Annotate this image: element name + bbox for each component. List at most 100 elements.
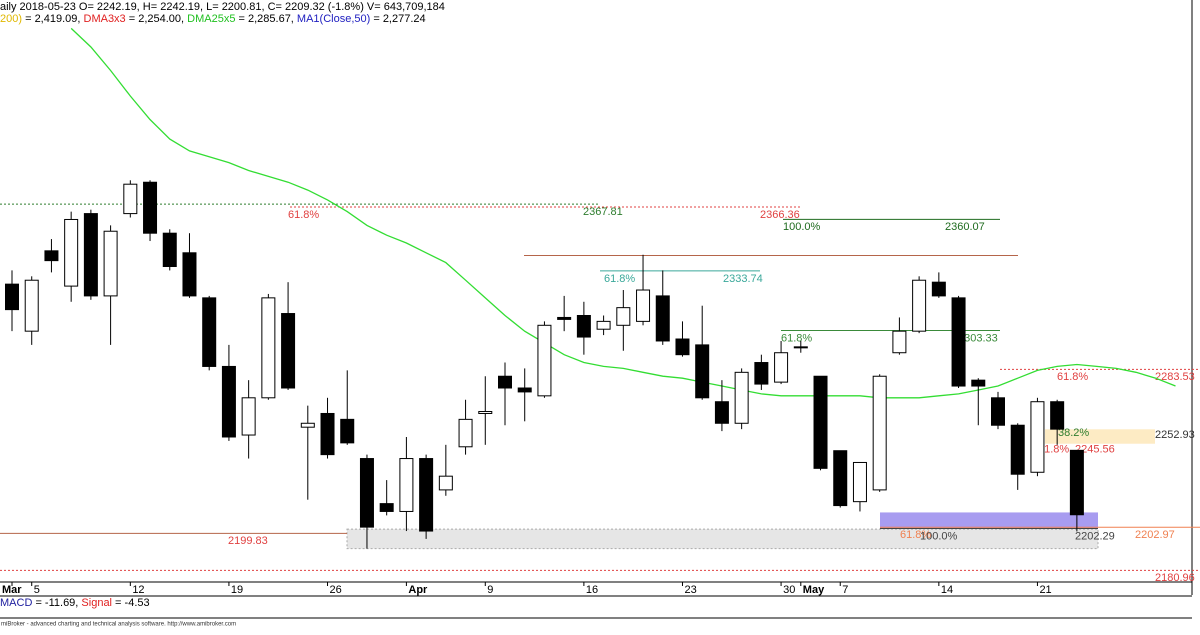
candle-body [281,313,296,389]
macd-name: Signal [81,597,112,609]
level-price: 2367.81 [583,206,623,218]
zone-price: 2245.56 [1075,444,1115,456]
level-price: 2366.36 [760,209,800,221]
level-price: 2180.96 [1155,572,1195,584]
level-price: 2333.74 [723,273,763,285]
candle-body [202,297,217,367]
zone [880,512,1098,529]
legend-value: = 2,254.00, [126,13,187,25]
candle-body [991,397,1005,426]
legend-name: DMA25x5 [187,13,235,25]
candle-body [359,458,374,528]
candle-body [83,213,98,297]
candle-body [951,297,966,387]
level-percent: 61.8% [288,209,319,221]
candle-body [557,316,572,320]
candle-body [498,375,512,389]
x-tick-label: Mar [2,584,22,596]
candle-body [1010,424,1025,475]
level-percent: 100.0% [783,221,821,233]
x-tick-label: 12 [132,584,144,596]
candle-body [892,330,907,354]
level-price: 2283.53 [1155,371,1195,383]
x-tick-label: 26 [330,584,342,596]
macd-legend: MACD = -11.69, Signal = -4.53 [0,597,150,609]
candle-body [1030,401,1045,473]
level-percent: 61.8% [604,273,635,285]
candle-body [636,289,651,322]
x-tick-label: 7 [842,584,848,596]
level-percent: 61.8% [900,529,931,541]
candle-body [517,387,532,393]
level-price: 2202.29 [1075,530,1115,542]
x-tick-label: 16 [586,584,598,596]
candle-body [320,412,335,456]
candle-body [833,450,848,507]
candle-body [24,279,39,332]
candle-body [931,281,946,297]
candle-body [971,379,986,387]
level-percent: 61.8% [1057,371,1088,383]
candle-body [438,475,453,491]
candle-body [537,324,552,397]
level-price: 2202.97 [1135,529,1175,541]
x-tick-label: Apr [408,584,428,596]
candle-body [182,252,197,297]
x-tick-label: May [803,584,825,596]
footer: miBroker - advanced charting and technic… [1,622,236,628]
candle-body [103,230,118,297]
candle-body [675,338,690,356]
level-price: 2199.83 [228,535,268,547]
legend-name: DMA3x3 [84,13,126,25]
candle-body [162,232,177,268]
level-price: 2360.07 [945,221,985,233]
candle-body [852,461,867,503]
candle-body [1069,449,1084,516]
candle-body [872,375,887,491]
candle-body [44,250,59,262]
candle-body [596,320,611,330]
macd-value: = -4.53 [112,597,150,609]
candle-body [912,279,927,332]
legend: 200) = 2,419.09, DMA3x3 = 2,254.00, DMA2… [0,13,426,25]
candle-body [714,401,729,424]
legend-value: = 2,285.67, [235,13,296,25]
x-tick-label: 30 [783,584,795,596]
macd-name: MACD [0,597,32,609]
candle-body [143,181,158,234]
level-price: 2303.33 [958,332,998,344]
legend-value: = 2,277.24 [370,13,425,25]
macd-value: = -11.69, [32,597,81,609]
candle-body [221,365,236,438]
candle-body [695,344,710,399]
candle-body [261,297,276,399]
zone-percent: 61.8% [1038,444,1069,456]
x-tick-label: 23 [684,584,696,596]
candle-body [458,418,473,448]
candle-body [774,352,789,383]
ma-line [70,27,1176,399]
legend-name: 200) [0,13,22,25]
x-tick-label: 9 [487,584,493,596]
x-tick-label: 21 [1039,584,1051,596]
candle-body [813,375,828,469]
zone [346,528,1099,550]
header: aily 2018-05-23 O= 2242.19, H= 2242.19, … [0,1,445,13]
level-percent: 61.8% [781,332,812,344]
candle-body [655,295,670,342]
candle-body [300,422,315,428]
x-tick-label: 14 [941,584,953,596]
legend-value: = 2,419.09, [22,13,83,25]
candle-body [399,458,414,512]
candle-body [241,397,256,436]
candle-body [123,183,138,215]
candle-body [1050,401,1065,430]
candle-body [478,411,493,414]
candle-body [340,418,355,444]
level-percent: 100.0% [920,530,958,542]
zone-percent: 38.2% [1058,427,1089,439]
zone [1045,429,1155,444]
x-tick-label: 19 [231,584,243,596]
candle-body [616,307,631,326]
